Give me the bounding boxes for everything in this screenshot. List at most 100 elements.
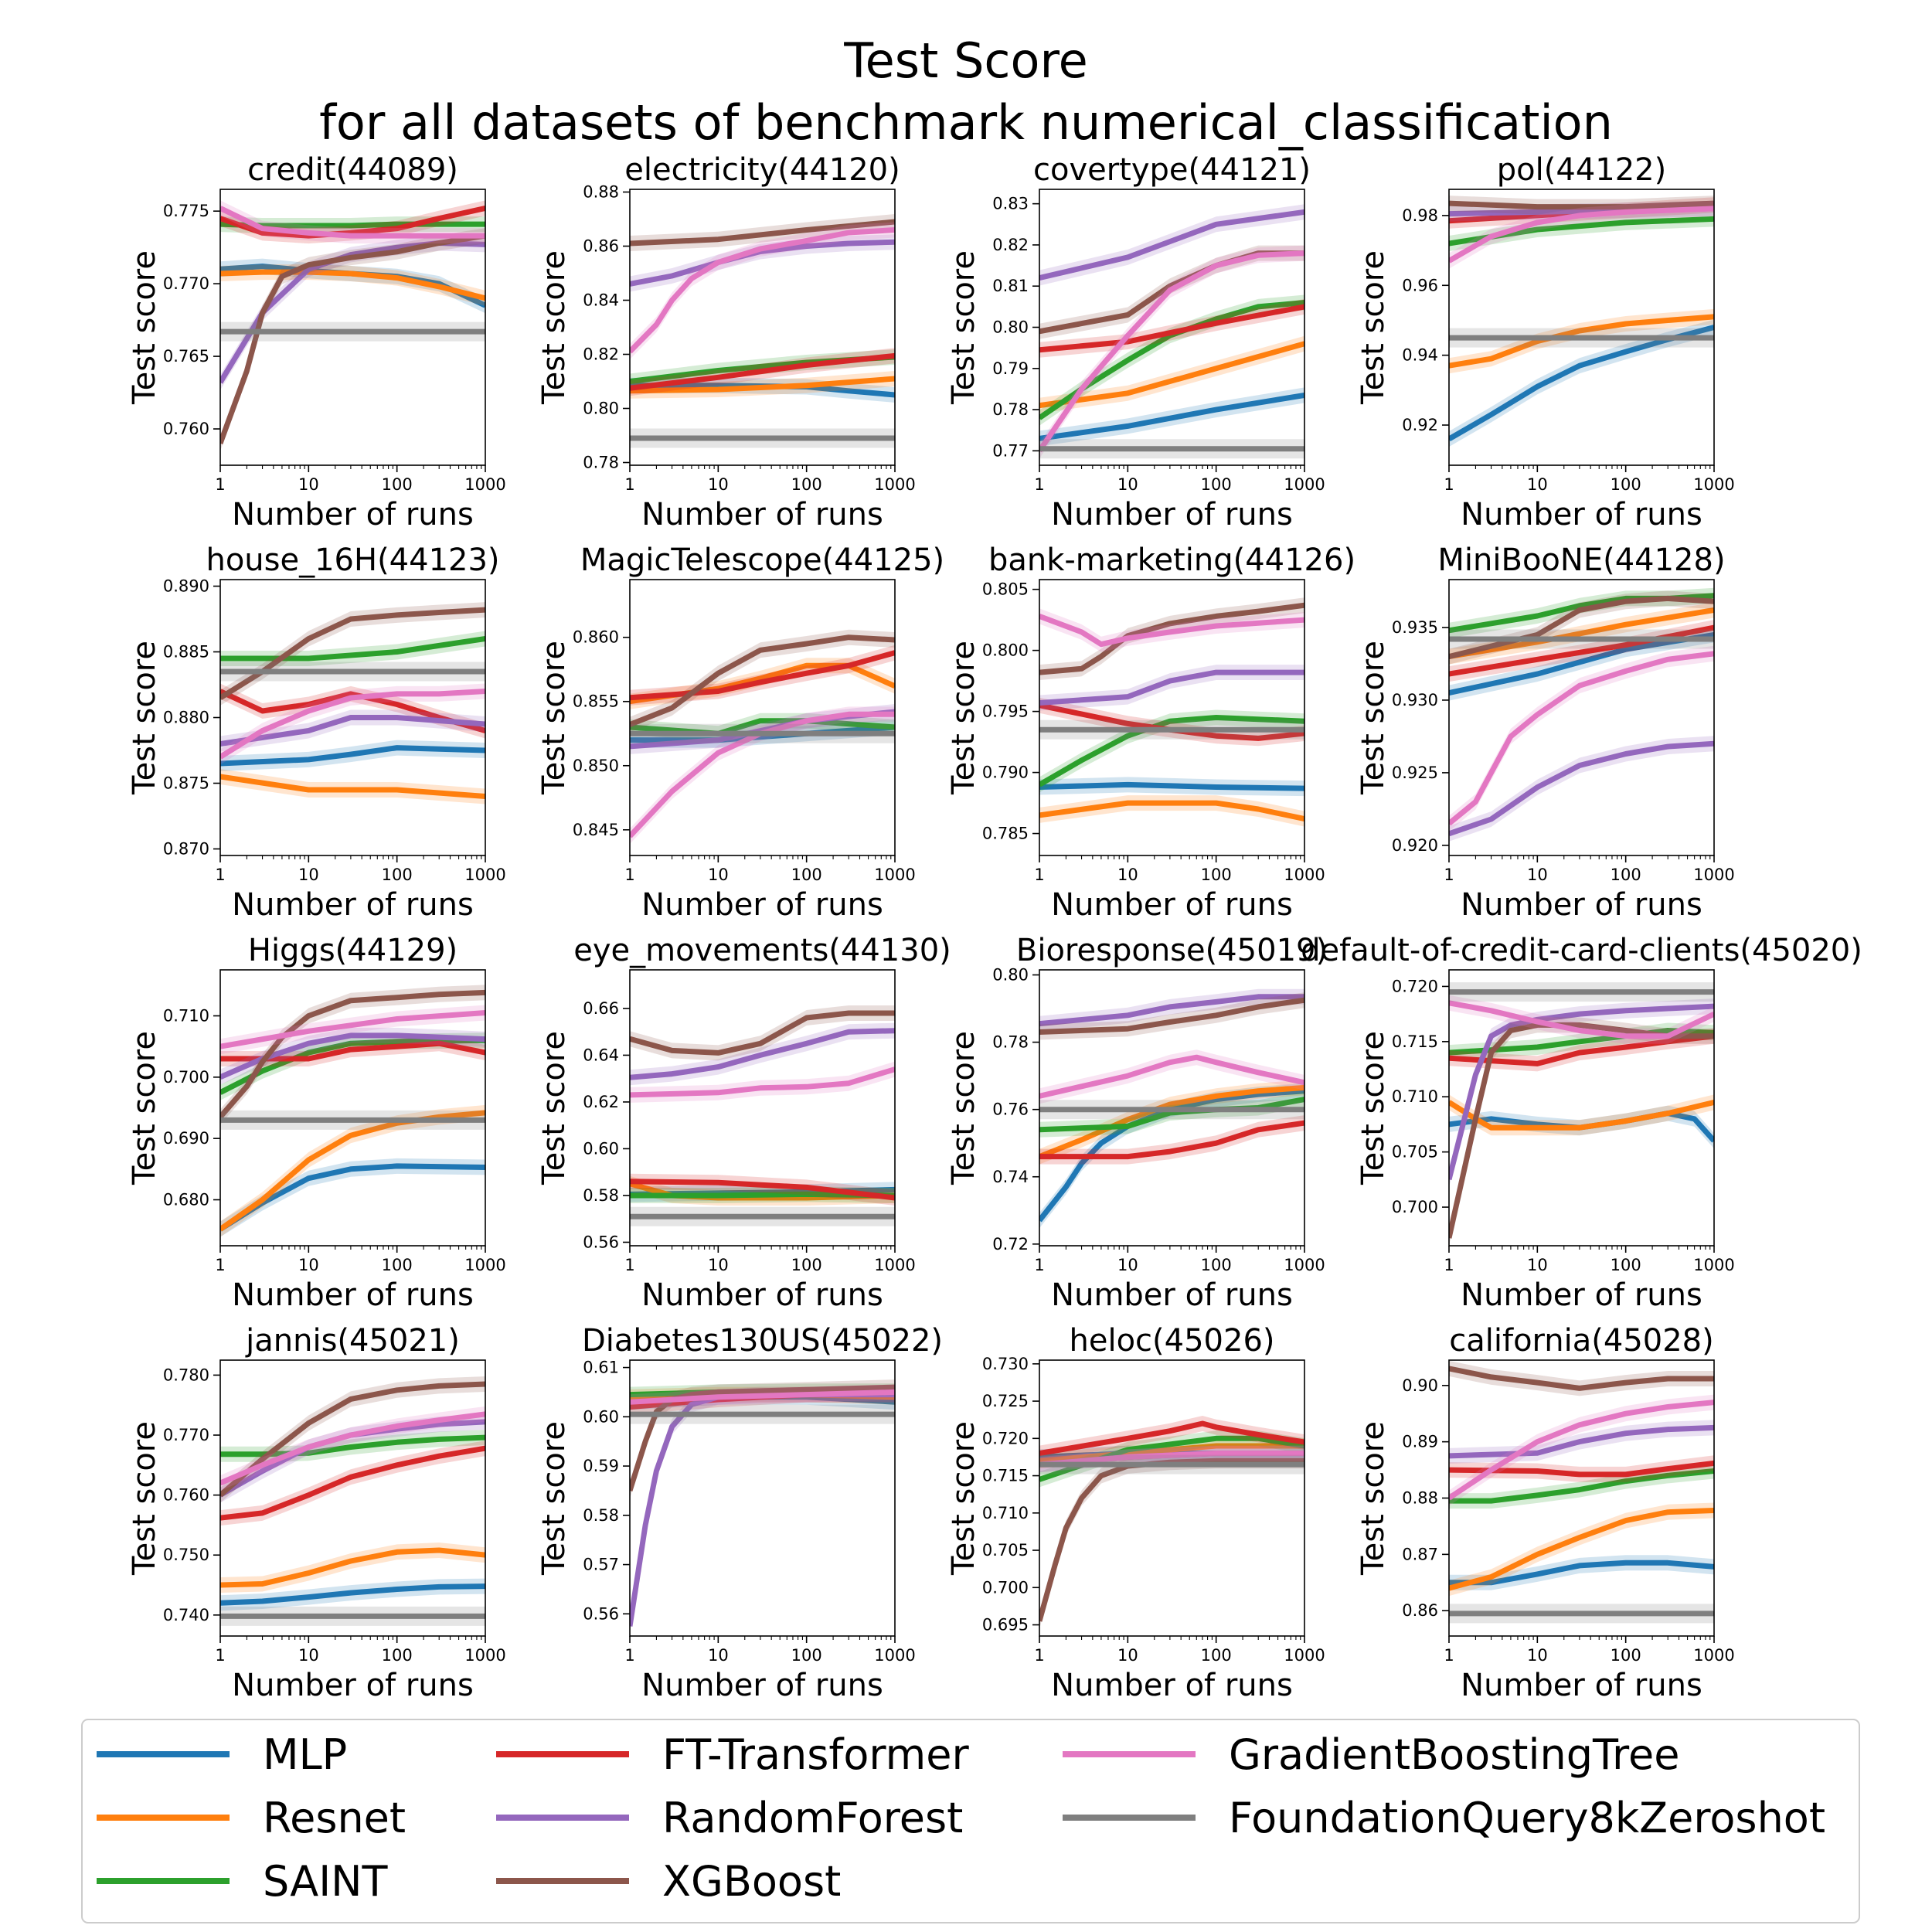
series-line-xgboost	[630, 634, 895, 727]
series-line-gradientboostingtree	[1449, 1000, 1714, 1039]
legend-entry-xgboost: XGBoost	[496, 1857, 841, 1906]
subplot-electricity-44120: electricity(44120) 1 10 100 1000 0.78 0.80 0.82…	[536, 152, 916, 532]
x-axis-label: Number of runs	[641, 497, 883, 532]
y-tick-label: 0.59	[583, 1457, 619, 1475]
y-tick-label: 0.740	[163, 1606, 209, 1624]
y-axis-label: Test score	[946, 250, 981, 405]
y-tick-label: 0.845	[573, 821, 619, 839]
y-tick-label: 0.715	[982, 1467, 1029, 1485]
series-line-randomforest	[1039, 209, 1304, 281]
series-group	[630, 214, 895, 448]
subplot-diabetes130us-45022: Diabetes130US(45022) 1 10 100 1000 0.56 0.57 0.…	[536, 1323, 943, 1703]
x-tick-label: 100	[791, 1646, 822, 1665]
y-tick-label: 0.720	[982, 1429, 1029, 1447]
subplot-title: Higgs(44129)	[248, 933, 457, 968]
plot-frame	[629, 579, 896, 856]
legend-label: FT-Transformer	[662, 1730, 969, 1779]
y-tick-label: 0.860	[573, 628, 619, 647]
y-tick-label: 0.750	[163, 1546, 209, 1564]
x-tick-label: 1	[1034, 866, 1044, 884]
y-tick-label: 0.56	[583, 1233, 619, 1251]
y-tick-label: 0.780	[163, 1366, 209, 1384]
x-tick-label: 1	[1034, 1256, 1044, 1274]
y-tick-label: 0.90	[1402, 1376, 1438, 1395]
series-group	[1039, 204, 1304, 459]
y-tick-label: 0.81	[992, 277, 1029, 295]
x-axis-label: Number of runs	[232, 497, 474, 532]
x-tick-label: 100	[1201, 475, 1232, 494]
y-tick-label: 0.875	[163, 774, 209, 793]
x-axis-label: Number of runs	[232, 887, 474, 923]
series-group	[1039, 597, 1304, 827]
series-line-ft-transformer	[1039, 1120, 1304, 1160]
y-tick-label: 0.730	[982, 1355, 1029, 1373]
y-tick-label: 0.74	[992, 1168, 1029, 1186]
y-axis-label: Test score	[127, 1421, 162, 1576]
x-tick-label: 100	[1201, 866, 1232, 884]
y-tick-label: 0.61	[583, 1359, 619, 1377]
x-axis-label: Number of runs	[232, 1277, 474, 1313]
y-tick-label: 0.880	[163, 709, 209, 727]
x-tick-label: 1	[215, 866, 225, 884]
subplot-pol-44122: pol(44122) 1 10 100 1000 0.92 0.94 0.96 0.98 Numb…	[1355, 152, 1735, 532]
plot-frame	[629, 1359, 896, 1637]
x-tick-label: 100	[791, 866, 822, 884]
subplot-house-16h-44123: house_16H(44123) 1 10 100 1000 0.870 0.875 0.88…	[127, 543, 506, 923]
legend-entry-randomforest: RandomForest	[496, 1794, 963, 1842]
series-line-randomforest	[1039, 669, 1304, 706]
series-line-ft-transformer	[1449, 1033, 1714, 1066]
subplot-heloc-45026: heloc(45026) 1 10 100 1000 0.695 0.700 0.705 0.7…	[946, 1323, 1325, 1703]
series-line-mlp	[1449, 1560, 1714, 1586]
series-line-mlp	[1039, 392, 1304, 441]
band-xgboost	[1449, 1017, 1714, 1246]
x-tick-label: 100	[1611, 1256, 1641, 1274]
series-line-gradientboostingtree	[220, 1010, 485, 1049]
y-tick-label: 0.855	[573, 692, 619, 711]
series-line-ft-transformer	[220, 205, 485, 239]
series-line-randomforest	[630, 1028, 895, 1080]
series-line-mlp	[630, 724, 895, 743]
x-tick-label: 1	[1444, 866, 1454, 884]
y-tick-label: 0.710	[163, 1007, 209, 1026]
subplot-title: pol(44122)	[1497, 152, 1666, 188]
y-tick-label: 0.83	[992, 195, 1029, 213]
subplot-bioresponse-45019: Bioresponse(45019) 1 10 100 1000 0.72 0.74 0.76…	[946, 933, 1328, 1313]
legend-entry-mlp: MLP	[97, 1730, 347, 1779]
y-axis-label: Test score	[1355, 1421, 1391, 1576]
band-randomforest	[220, 235, 485, 390]
band-xgboost	[630, 1005, 895, 1061]
series-group	[220, 200, 485, 451]
series-line-resnet	[1039, 1084, 1304, 1159]
series-line-randomforest	[220, 715, 485, 747]
legend-label: FoundationQuery8kZeroshot	[1229, 1794, 1825, 1842]
y-tick-label: 0.80	[583, 400, 619, 418]
legend-entry-foundationquery8kzeroshot: FoundationQuery8kZeroshot	[1063, 1794, 1825, 1842]
series-line-xgboost	[1449, 200, 1714, 210]
series-line-resnet	[1039, 1443, 1304, 1464]
x-axis-label: Number of runs	[641, 1277, 883, 1313]
band-ft-transformer	[1449, 1455, 1714, 1482]
y-tick-label: 0.930	[1392, 691, 1438, 709]
x-tick-label: 100	[791, 1256, 822, 1274]
band-saint	[1039, 1430, 1304, 1488]
y-tick-label: 0.86	[1402, 1601, 1438, 1620]
band-ft-transformer	[1039, 1416, 1304, 1461]
y-tick-label: 0.800	[982, 641, 1029, 660]
band-xgboost	[1039, 1453, 1304, 1629]
plot-frame	[1039, 969, 1305, 1247]
series-line-randomforest	[1449, 740, 1714, 837]
y-axis-label: Test score	[127, 250, 162, 405]
series-line-ft-transformer	[630, 1179, 895, 1201]
x-tick-label: 100	[791, 475, 822, 494]
x-tick-label: 10	[1117, 475, 1138, 494]
series-line-gradientboostingtree	[1039, 1451, 1304, 1468]
series-line-xgboost	[1039, 602, 1304, 675]
x-axis-label: Number of runs	[1051, 497, 1293, 532]
y-axis-label: Test score	[536, 250, 572, 405]
x-tick-label: 1000	[1284, 1256, 1325, 1274]
series-line-resnet	[1449, 607, 1714, 660]
x-tick-label: 1	[1444, 1256, 1454, 1274]
band-gradientboostingtree	[1449, 995, 1714, 1044]
x-tick-label: 1000	[464, 866, 505, 884]
y-axis-label: Test score	[946, 641, 981, 795]
